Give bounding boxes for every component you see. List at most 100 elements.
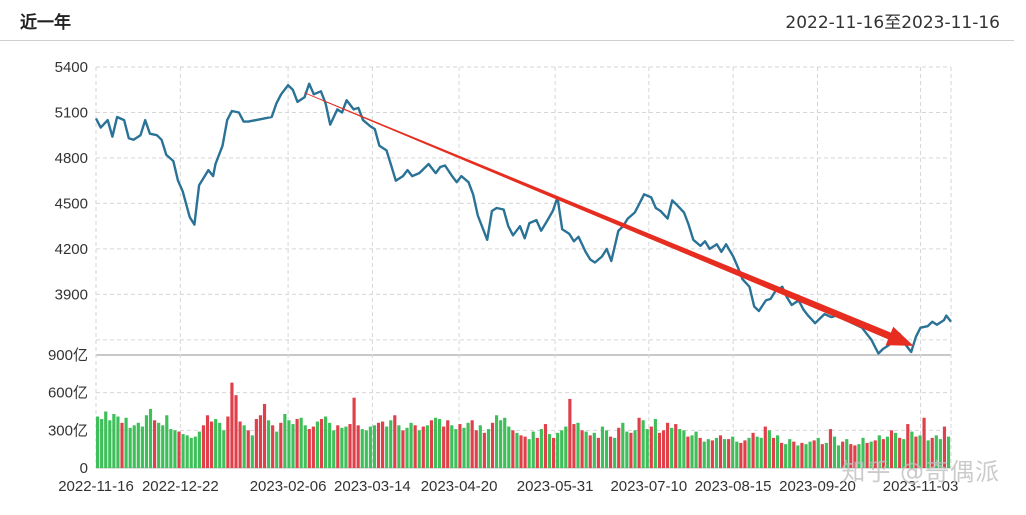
volume-bar — [625, 431, 629, 468]
volume-bar — [775, 435, 780, 468]
volume-bar — [861, 437, 865, 468]
trend-arrow — [304, 92, 914, 346]
volume-bar — [197, 431, 201, 468]
y-tick-label: 5100 — [55, 104, 88, 121]
volume-bar — [572, 424, 576, 468]
volume-bar — [311, 426, 315, 468]
volume-bar — [458, 424, 462, 468]
volume-bar — [385, 426, 389, 468]
volume-bars — [96, 382, 951, 468]
volume-bar — [372, 425, 377, 468]
volume-bar — [429, 420, 434, 468]
volume-bar — [328, 422, 332, 468]
volume-bar — [165, 415, 169, 468]
volume-bar — [128, 427, 132, 468]
chart-grid — [95, 66, 952, 469]
volume-bar — [641, 420, 645, 468]
volume-bar — [490, 422, 495, 468]
volume-bar — [454, 429, 458, 468]
volume-bar — [181, 434, 185, 468]
volume-bar — [800, 442, 804, 468]
volume-bar — [226, 416, 230, 468]
volume-bar — [661, 430, 666, 468]
volume-bar — [547, 434, 552, 468]
volume-bar — [140, 426, 144, 468]
volume-bar — [389, 420, 393, 468]
volume-bar — [926, 440, 930, 468]
volume-bar — [507, 426, 511, 468]
volume-bar — [132, 425, 136, 468]
volume-bar — [173, 430, 177, 468]
volume-bar — [694, 431, 698, 468]
volume-bar — [527, 439, 531, 468]
x-tick-label: 2023-09-20 — [779, 478, 856, 495]
volume-bar — [894, 432, 898, 468]
volume-bar — [466, 422, 470, 468]
volume-bar — [303, 425, 307, 468]
volume-bar — [666, 422, 670, 468]
volume-bar — [393, 415, 397, 468]
volume-bar — [649, 426, 653, 468]
y-tick-label: 4200 — [55, 241, 88, 258]
volume-bar — [234, 395, 238, 468]
volume-bar — [250, 435, 254, 468]
volume-bar — [596, 437, 600, 468]
volume-bar — [319, 419, 324, 468]
volume-bar — [934, 435, 938, 468]
volume-bar — [731, 436, 735, 468]
volume-bar — [222, 430, 226, 468]
volume-bar — [189, 437, 193, 468]
volume-bar — [788, 439, 792, 468]
volume-bar — [942, 426, 947, 468]
volume-bar — [324, 416, 328, 468]
volume-bar — [254, 419, 258, 468]
volume-bar — [869, 441, 873, 468]
volume-bar — [645, 429, 649, 468]
volume-bar — [442, 426, 446, 468]
volume-bar — [523, 436, 527, 468]
volume-bar — [820, 444, 824, 468]
volume-bar — [124, 417, 128, 468]
volume-bar — [368, 426, 372, 468]
volume-bar — [946, 436, 951, 468]
volume-bar — [246, 430, 250, 468]
y-tick-label: 5400 — [55, 59, 88, 76]
volume-bar — [169, 429, 173, 468]
volume-bar — [279, 422, 283, 468]
volume-bar — [478, 425, 482, 468]
volume-bar — [511, 430, 515, 468]
x-axis-labels: 2022-11-16 2022-12-22 2023-02-06 2023-03-14… — [58, 478, 958, 495]
volume-bar — [519, 435, 523, 468]
volume-bar — [405, 427, 409, 468]
volume-bar — [417, 430, 421, 468]
volume-bar — [177, 431, 181, 468]
volume-bar — [116, 416, 120, 468]
volume-bar — [348, 424, 352, 468]
price-line — [94, 82, 952, 355]
volume-bar — [727, 439, 731, 468]
volume-bar — [413, 425, 417, 468]
volume-bar — [242, 425, 246, 468]
volume-bar — [613, 437, 617, 468]
volume-bar — [218, 422, 222, 468]
volume-bar — [755, 436, 759, 468]
date-range-label: 2022-11-16至2023-11-16 — [785, 13, 1000, 33]
volume-bar — [495, 415, 499, 468]
volume-bar — [690, 435, 694, 468]
volume-bar — [763, 426, 767, 468]
volume-bar — [714, 437, 719, 468]
volume-bar — [96, 416, 100, 468]
volume-bar — [556, 432, 560, 468]
volume-bar — [710, 440, 714, 468]
x-tick-label: 2023-04-20 — [421, 478, 498, 495]
volume-bar — [877, 435, 881, 468]
volume-bar — [397, 425, 401, 468]
volume-bar — [588, 435, 592, 468]
volume-bar — [828, 429, 833, 468]
volume-bar — [633, 430, 637, 468]
volume-bar — [568, 398, 572, 468]
volume-bar — [910, 431, 914, 468]
volume-bar — [670, 427, 674, 468]
volume-bar — [539, 429, 543, 468]
volume-bar — [100, 419, 104, 468]
